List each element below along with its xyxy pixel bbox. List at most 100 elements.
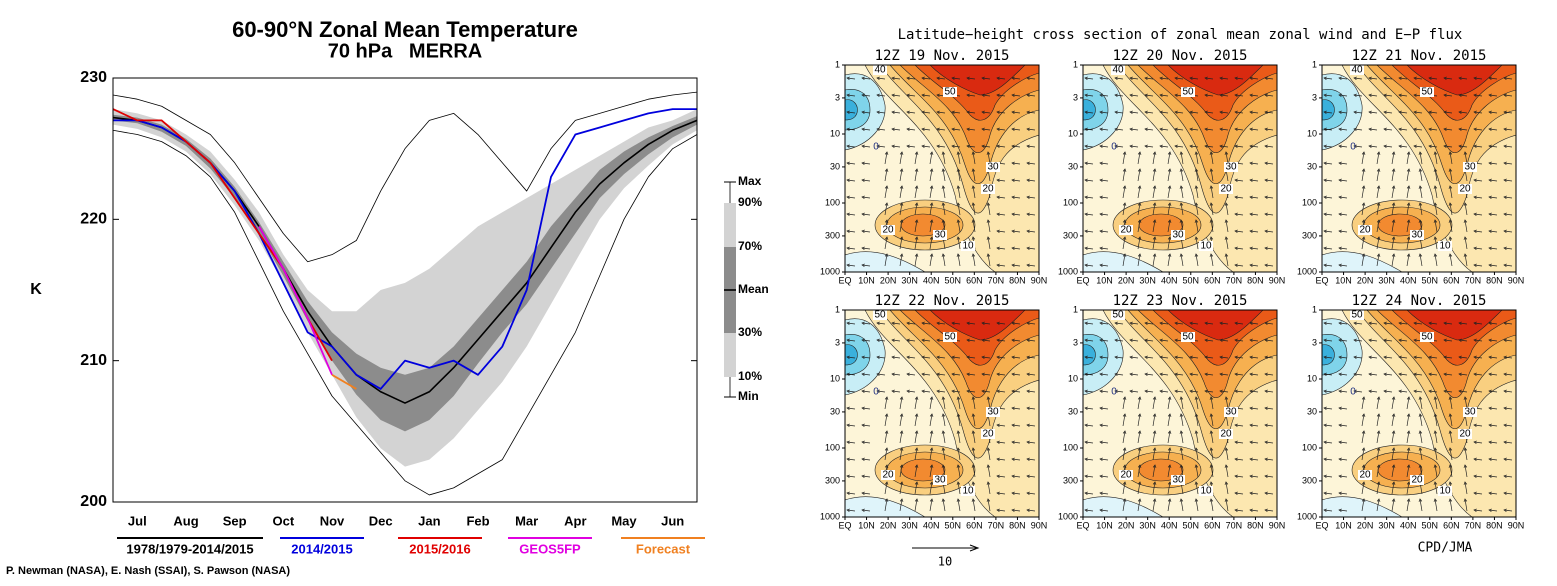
flux-arrow-head	[929, 168, 934, 172]
flux-arrow-head	[1433, 396, 1438, 400]
flux-arrow-head	[906, 338, 910, 343]
flux-arrow-head	[986, 236, 991, 240]
flux-arrow-head	[1376, 464, 1381, 468]
flux-arrow	[1204, 94, 1214, 97]
flux-arrow-head	[1114, 321, 1118, 326]
flux-arrow-head	[899, 413, 904, 417]
flux-arrow	[1234, 179, 1244, 182]
flux-arrow-head	[1234, 212, 1238, 217]
flux-arrow	[1026, 373, 1036, 376]
flux-arrow-head	[1144, 110, 1148, 115]
flux-arrow	[1026, 179, 1036, 182]
contour-label: 20	[1359, 225, 1371, 236]
flux-arrow-head	[971, 464, 976, 468]
flux-arrow-head	[1026, 246, 1030, 251]
flux-arrow-head	[1026, 93, 1030, 98]
flux-arrow	[1434, 253, 1438, 267]
x-tick-label: 50N	[1422, 275, 1439, 285]
flux-arrow	[1473, 247, 1483, 250]
flux-arrow-head	[996, 127, 1000, 132]
flux-arrow	[1167, 168, 1171, 182]
flux-arrow	[1391, 413, 1395, 427]
contour-label-bg	[1199, 241, 1213, 251]
flux-arrow-head	[1418, 430, 1423, 434]
flux-arrow-head	[1338, 389, 1342, 394]
flux-arrow	[1503, 356, 1513, 359]
flux-arrow	[1264, 509, 1274, 512]
flux-arrow-head	[1084, 423, 1088, 428]
flux-arrow	[1323, 424, 1333, 427]
flux-arrow-head	[1189, 127, 1193, 132]
flux-arrow-head	[1448, 447, 1453, 451]
flux-arrow	[929, 151, 933, 165]
flux-arrow	[1249, 492, 1259, 495]
flux-arrow	[1398, 390, 1408, 393]
flux-arrow	[1129, 111, 1139, 114]
flux-arrow-head	[1144, 127, 1148, 132]
x-tick-label: 90N	[1508, 520, 1525, 530]
flux-arrow	[1204, 77, 1214, 80]
flux-arrow-head	[1503, 491, 1507, 496]
flux-arrow	[1195, 236, 1199, 250]
flux-arrow-head	[891, 110, 895, 115]
flux-arrow	[1210, 447, 1214, 461]
y-tick-label: 10	[1307, 373, 1317, 383]
flux-arrow-head	[1114, 76, 1118, 81]
flux-arrow	[1234, 458, 1244, 461]
flux-arrow	[987, 464, 991, 478]
flux-arrow	[1473, 196, 1483, 199]
flux-arrow	[1488, 145, 1498, 148]
flux-arrow-head	[1234, 76, 1238, 81]
flux-arrow	[1249, 145, 1259, 148]
flux-arrow	[972, 464, 976, 478]
flux-arrow	[1503, 94, 1513, 97]
flux-arrow-head	[1084, 355, 1088, 360]
flux-arrow-head	[1353, 76, 1357, 81]
flux-arrow-head	[1174, 389, 1178, 394]
legend-label: 2015/2016	[409, 541, 470, 556]
flux-arrow	[1353, 94, 1363, 97]
flux-arrow-head	[1234, 423, 1238, 428]
flux-arrow	[884, 151, 888, 165]
flux-arrow	[899, 413, 903, 427]
contour-shapes	[1322, 310, 1516, 517]
x-tick-label: Mar	[515, 513, 538, 528]
flux-arrow	[1026, 407, 1036, 410]
flux-arrow	[972, 168, 976, 182]
flux-arrow-head	[1418, 185, 1423, 189]
flux-arrow	[1084, 179, 1094, 182]
contour-label: 40	[1351, 65, 1363, 76]
flux-arrow	[861, 458, 871, 461]
flux-arrow-head	[1503, 76, 1507, 81]
y-tick-label: 1	[835, 304, 840, 314]
flux-arrow	[1122, 481, 1126, 495]
flux-arrow	[1204, 339, 1214, 342]
contour-label: 0	[1350, 387, 1356, 398]
flux-arrow-head	[1234, 178, 1238, 183]
flux-arrow-head	[846, 93, 850, 98]
flux-arrow-head	[1463, 447, 1468, 451]
flux-arrow	[1159, 145, 1169, 148]
flux-arrow	[1264, 196, 1274, 199]
flux-arrow	[1225, 447, 1229, 461]
x-tick-label: 80N	[1247, 275, 1264, 285]
flux-arrow	[1249, 77, 1259, 80]
flux-arrow-head	[1011, 161, 1015, 166]
flux-arrow-head	[899, 498, 904, 502]
contour-field	[845, 310, 1039, 517]
flux-arrow	[1361, 236, 1365, 250]
flux-arrow	[1264, 162, 1274, 165]
flux-arrow-head	[929, 185, 934, 189]
x-tick-label: 20N	[1118, 275, 1135, 285]
flux-arrow	[1458, 77, 1468, 80]
flux-arrow	[1011, 322, 1021, 325]
flux-arrow	[1376, 447, 1380, 461]
flux-arrow	[1361, 413, 1365, 427]
flux-arrow	[1011, 509, 1021, 512]
flux-arrow-head	[996, 423, 1000, 428]
flux-arrow-head	[899, 168, 904, 172]
flux-arrow	[1323, 322, 1333, 325]
flux-arrow-head	[876, 127, 880, 132]
flux-arrow	[1225, 253, 1229, 267]
flux-arrow	[1084, 77, 1094, 80]
